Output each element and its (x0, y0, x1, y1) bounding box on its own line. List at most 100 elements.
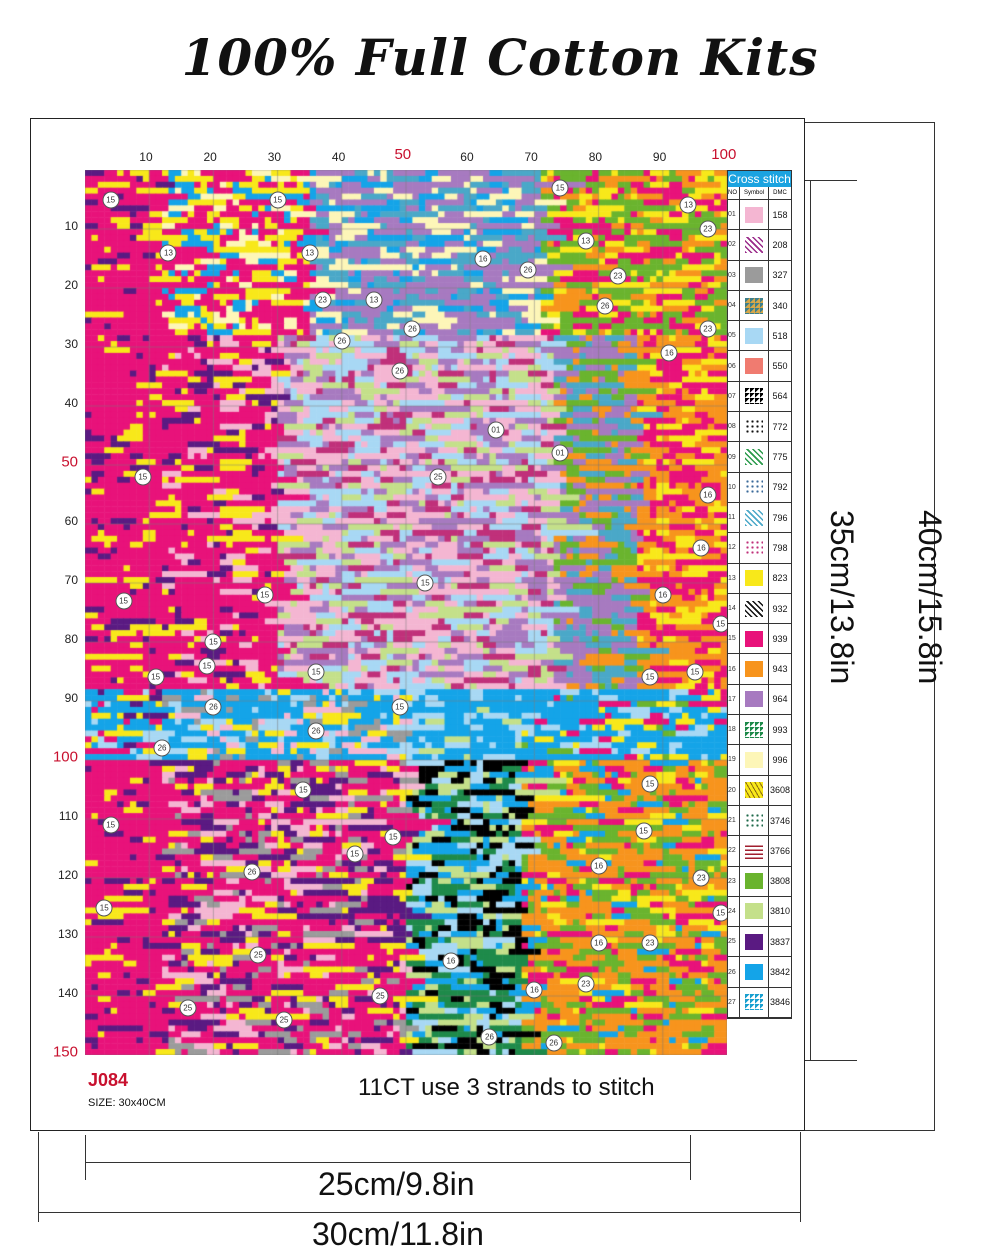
color-number-marker: 26 (545, 1034, 563, 1052)
legend-dmc: 823 (772, 573, 788, 584)
color-number-marker: 25 (249, 946, 267, 964)
color-number-marker: 26 (333, 332, 351, 350)
cross-stitch-pattern-grid (85, 170, 727, 1055)
legend-no: 01 (728, 200, 740, 230)
symbol-swatch-icon (745, 327, 763, 344)
color-number-marker: 26 (403, 320, 421, 338)
legend-symbol (740, 684, 769, 715)
legend-row: 07 564 (728, 381, 791, 413)
legend-symbol (740, 593, 769, 624)
symbol-swatch-icon (745, 964, 763, 981)
legend-no: 25 (728, 927, 740, 957)
legend-no: 22 (728, 836, 740, 866)
color-number-marker: 16 (474, 250, 492, 267)
row-label: 30 (64, 337, 78, 352)
dim-tick (800, 1132, 801, 1222)
color-number-marker: 26 (519, 261, 537, 279)
legend-no: 27 (728, 987, 740, 1018)
color-number-marker: 16 (590, 934, 608, 952)
row-label: 90 (64, 691, 78, 706)
legend-row: 09 775 (728, 442, 791, 473)
symbol-swatch-icon (745, 267, 763, 284)
color-number-marker: 15 (294, 781, 312, 798)
legend-row: 18 993 (728, 715, 791, 746)
symbol-swatch-icon (745, 297, 763, 314)
dim-line-outer-width (38, 1212, 800, 1213)
dim-line-inner-width (85, 1162, 690, 1163)
title: 100% Full Cotton Kits (181, 28, 819, 87)
column-label: 90 (652, 150, 667, 164)
column-label: 40 (331, 150, 346, 164)
dim-tick (38, 1132, 39, 1222)
legend-symbol (740, 412, 769, 442)
row-label: 130 (57, 927, 78, 942)
dim-tick (805, 180, 857, 181)
legend-dmc: 3842 (769, 967, 791, 978)
dim-line-inner-height (810, 180, 811, 1060)
legend-no: 17 (728, 684, 740, 715)
column-label: 60 (460, 150, 474, 164)
dim-tick (805, 1130, 935, 1131)
color-number-marker: 25 (429, 468, 447, 486)
color-number-marker: 26 (307, 722, 325, 739)
symbol-swatch-icon (745, 661, 763, 678)
legend-no: 18 (728, 715, 740, 745)
legend-header: Cross stitch (728, 171, 791, 187)
legend-no: 20 (728, 775, 740, 805)
legend-dmc: 3608 (769, 785, 791, 796)
row-label: 40 (64, 396, 78, 411)
legend-row: 01 158 (728, 200, 791, 231)
color-number-marker: 16 (442, 952, 460, 970)
legend-no: 13 (728, 563, 740, 593)
legend-symbol (740, 200, 769, 230)
color-number-marker: 15 (198, 657, 216, 675)
symbol-swatch-icon (745, 418, 763, 435)
symbol-swatch-icon (745, 751, 763, 768)
legend-dmc: 158 (772, 209, 788, 220)
legend-dmc: 327 (772, 270, 788, 281)
color-number-marker: 26 (596, 297, 614, 315)
pattern-code: J084 (88, 1070, 129, 1090)
legend-symbol (740, 381, 769, 412)
row-label: 20 (64, 278, 78, 293)
legend-symbol (740, 260, 769, 290)
row-label: 80 (64, 632, 78, 647)
legend-row: 10 792 (728, 472, 791, 503)
outer-width-label: 30cm/11.8in (312, 1216, 484, 1252)
legend-dmc: 772 (772, 421, 788, 432)
legend-dmc: 798 (772, 542, 788, 553)
color-number-marker: 15 (641, 668, 659, 686)
legend-dmc: 564 (772, 391, 788, 402)
legend-dmc: 939 (772, 633, 788, 644)
legend-no: 06 (728, 351, 740, 381)
legend-row: 20 3608 (728, 775, 791, 806)
legend-symbol (740, 321, 769, 351)
color-legend: Cross stitch NO Symbol DMC 01 158 02 208 03 3… (727, 170, 792, 1020)
color-number-marker: 26 (243, 863, 261, 881)
legend-row: 24 3810 (728, 896, 791, 928)
legend-no: 05 (728, 321, 740, 351)
color-number-marker: 15 (391, 698, 409, 716)
legend-dmc: 996 (772, 754, 788, 765)
legend-symbol (740, 624, 769, 654)
color-number-marker: 15 (551, 179, 569, 197)
legend-dmc: 550 (772, 361, 788, 372)
color-number-marker: 15 (95, 899, 113, 916)
color-number-marker: 23 (699, 220, 717, 238)
column-label: 10 (139, 150, 153, 164)
legend-symbol (740, 715, 769, 745)
color-number-marker: 15 (416, 574, 434, 592)
color-number-marker: 16 (699, 486, 717, 503)
color-number-marker: 15 (635, 822, 653, 840)
legend-row: 23 3808 (728, 866, 791, 897)
dim-line-outer-height (934, 122, 935, 1130)
legend-symbol (740, 957, 769, 987)
legend-dmc: 964 (772, 694, 788, 705)
legend-no: 19 (728, 745, 740, 775)
symbol-swatch-icon (745, 539, 763, 556)
legend-symbol (740, 745, 769, 775)
row-label: 10 (64, 219, 78, 234)
symbol-swatch-icon (745, 994, 763, 1011)
symbol-swatch-icon (745, 449, 763, 466)
color-number-marker: 16 (590, 857, 608, 875)
